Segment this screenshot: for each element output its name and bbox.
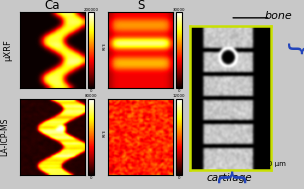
Text: 0: 0 bbox=[178, 89, 180, 93]
Title: S: S bbox=[137, 0, 144, 12]
Text: 0: 0 bbox=[178, 176, 180, 180]
Text: bone: bone bbox=[264, 11, 292, 21]
Text: RE'E: RE'E bbox=[102, 42, 106, 50]
Text: 500 μm: 500 μm bbox=[259, 161, 285, 167]
Text: μXRF: μXRF bbox=[3, 39, 12, 61]
Text: LA-ICP-MS: LA-ICP-MS bbox=[0, 118, 9, 156]
Text: 0: 0 bbox=[90, 89, 92, 93]
Text: cartilage: cartilage bbox=[207, 173, 252, 183]
Text: 80000: 80000 bbox=[85, 94, 97, 98]
Text: 0: 0 bbox=[90, 176, 92, 180]
Text: 12000: 12000 bbox=[173, 94, 185, 98]
Text: }: } bbox=[282, 42, 304, 60]
Text: RE'E: RE'E bbox=[190, 42, 195, 50]
Title: Ca: Ca bbox=[45, 0, 60, 12]
Text: 30000: 30000 bbox=[173, 8, 185, 12]
Text: RE'E: RE'E bbox=[190, 129, 195, 137]
Text: RE'E: RE'E bbox=[102, 129, 106, 137]
Text: }: } bbox=[215, 163, 244, 183]
Text: 200000: 200000 bbox=[83, 8, 98, 12]
